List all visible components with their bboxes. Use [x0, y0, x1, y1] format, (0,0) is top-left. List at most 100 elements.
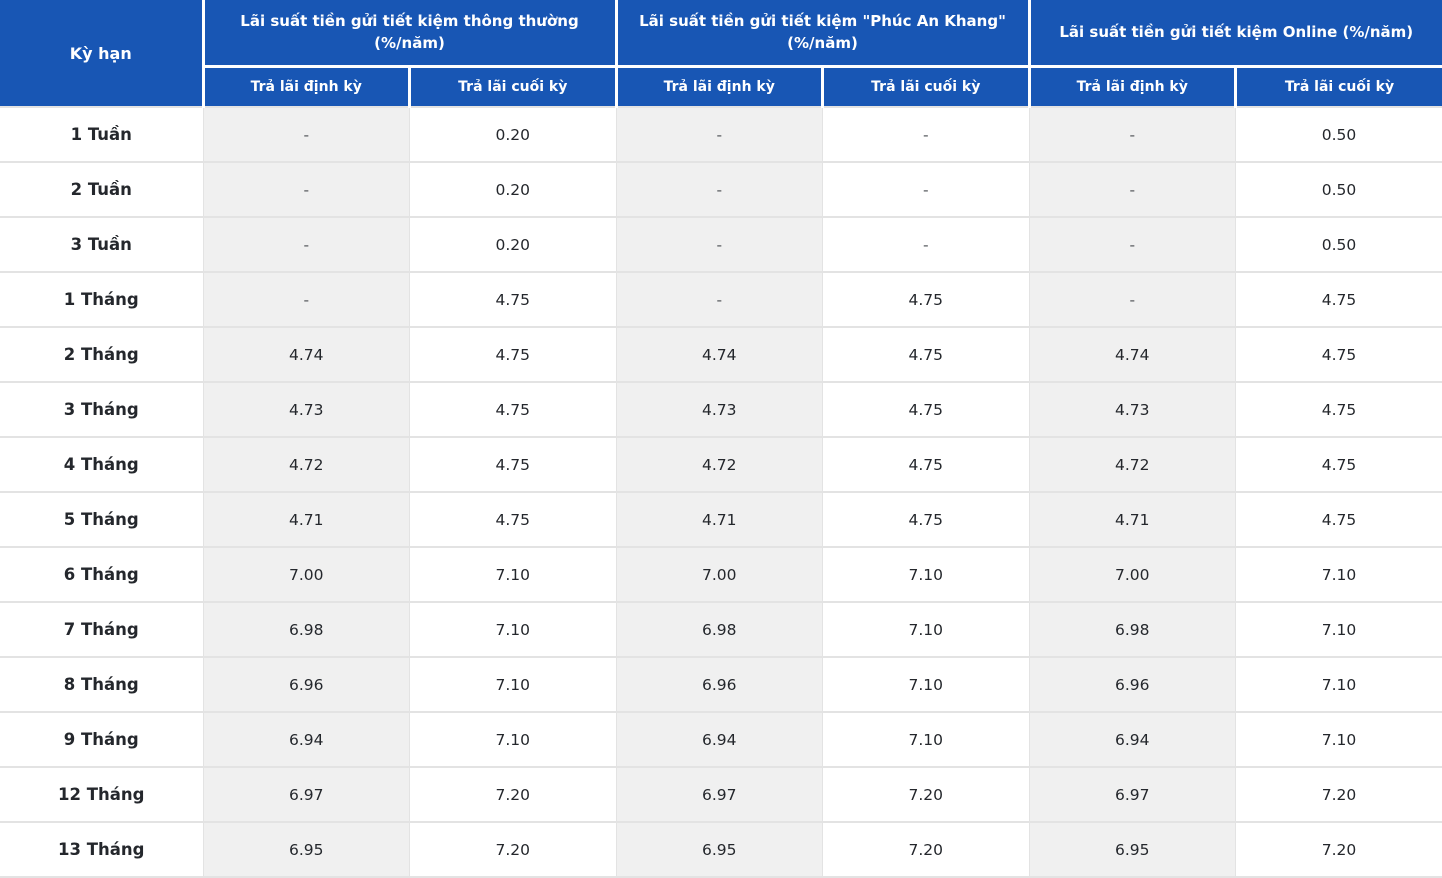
end-of-term-interest-cell: 4.75 — [1236, 492, 1442, 547]
end-of-term-interest-cell: 4.75 — [823, 382, 1030, 437]
periodic-interest-cell: 4.71 — [203, 492, 410, 547]
periodic-interest-cell: 6.96 — [1029, 657, 1236, 712]
term-cell: 5 Tháng — [0, 492, 203, 547]
end-of-term-interest-cell: 4.75 — [410, 272, 617, 327]
periodic-interest-cell: - — [203, 162, 410, 217]
periodic-interest-cell: 6.98 — [1029, 602, 1236, 657]
group-header-online-savings: Lãi suất tiền gửi tiết kiệm Online (%/nă… — [1029, 0, 1442, 66]
periodic-interest-cell: 6.97 — [203, 767, 410, 822]
periodic-interest-cell: 4.71 — [1029, 492, 1236, 547]
term-cell: 2 Tuần — [0, 162, 203, 217]
end-of-term-interest-cell: 7.10 — [823, 602, 1030, 657]
end-of-term-interest-cell: 7.10 — [410, 547, 617, 602]
term-cell: 1 Tuần — [0, 107, 203, 162]
periodic-interest-cell: 6.95 — [616, 822, 823, 877]
group-header-row: Kỳ hạn Lãi suất tiền gửi tiết kiệm thông… — [0, 0, 1442, 66]
end-of-term-interest-cell: 0.20 — [410, 217, 617, 272]
periodic-interest-cell: 6.94 — [203, 712, 410, 767]
periodic-interest-cell: 6.98 — [203, 602, 410, 657]
end-of-term-interest-cell: 4.75 — [823, 327, 1030, 382]
sub-header-periodic-interest: Trả lãi định kỳ — [616, 66, 823, 107]
term-cell: 3 Tuần — [0, 217, 203, 272]
table-row: 1 Tháng-4.75-4.75-4.75 — [0, 272, 1442, 327]
periodic-interest-cell: 7.00 — [616, 547, 823, 602]
periodic-interest-cell: - — [1029, 107, 1236, 162]
end-of-term-interest-cell: 7.20 — [410, 822, 617, 877]
end-of-term-interest-cell: 7.10 — [823, 712, 1030, 767]
end-of-term-interest-cell: 7.10 — [823, 547, 1030, 602]
end-of-term-interest-cell: 0.50 — [1236, 107, 1442, 162]
periodic-interest-cell: 4.71 — [616, 492, 823, 547]
table-header: Kỳ hạn Lãi suất tiền gửi tiết kiệm thông… — [0, 0, 1442, 107]
end-of-term-interest-cell: 0.20 — [410, 162, 617, 217]
end-of-term-interest-cell: 4.75 — [1236, 382, 1442, 437]
periodic-interest-cell: 7.00 — [203, 547, 410, 602]
periodic-interest-cell: - — [616, 107, 823, 162]
periodic-interest-cell: 4.74 — [616, 327, 823, 382]
periodic-interest-cell: 4.73 — [203, 382, 410, 437]
sub-header-periodic-interest: Trả lãi định kỳ — [203, 66, 410, 107]
periodic-interest-cell: - — [203, 272, 410, 327]
periodic-interest-cell: 4.74 — [203, 327, 410, 382]
periodic-interest-cell: 6.95 — [1029, 822, 1236, 877]
term-cell: 4 Tháng — [0, 437, 203, 492]
periodic-interest-cell: - — [203, 107, 410, 162]
table-row: 3 Tuần-0.20---0.50 — [0, 217, 1442, 272]
periodic-interest-cell: - — [616, 217, 823, 272]
end-of-term-interest-cell: 7.20 — [1236, 822, 1442, 877]
term-cell: 6 Tháng — [0, 547, 203, 602]
table-row: 2 Tuần-0.20---0.50 — [0, 162, 1442, 217]
end-of-term-interest-cell: 7.10 — [410, 712, 617, 767]
sub-header-periodic-interest: Trả lãi định kỳ — [1029, 66, 1236, 107]
end-of-term-interest-cell: 7.10 — [410, 657, 617, 712]
periodic-interest-cell: - — [616, 162, 823, 217]
end-of-term-interest-cell: 7.10 — [1236, 657, 1442, 712]
end-of-term-interest-cell: 0.50 — [1236, 217, 1442, 272]
end-of-term-interest-cell: 7.20 — [410, 767, 617, 822]
periodic-interest-cell: - — [1029, 217, 1236, 272]
periodic-interest-cell: - — [1029, 162, 1236, 217]
end-of-term-interest-cell: 7.10 — [410, 602, 617, 657]
group-header-phuc-an-khang-savings: Lãi suất tiền gửi tiết kiệm "Phúc An Kha… — [616, 0, 1029, 66]
periodic-interest-cell: - — [616, 272, 823, 327]
periodic-interest-cell: - — [203, 217, 410, 272]
end-of-term-interest-cell: 4.75 — [410, 492, 617, 547]
end-of-term-interest-cell: 4.75 — [823, 437, 1030, 492]
periodic-interest-cell: 4.72 — [616, 437, 823, 492]
periodic-interest-cell: 6.98 — [616, 602, 823, 657]
sub-header-end-of-term-interest: Trả lãi cuối kỳ — [1236, 66, 1442, 107]
end-of-term-interest-cell: 4.75 — [823, 272, 1030, 327]
end-of-term-interest-cell: 4.75 — [410, 437, 617, 492]
sub-header-end-of-term-interest: Trả lãi cuối kỳ — [823, 66, 1030, 107]
end-of-term-interest-cell: 4.75 — [1236, 272, 1442, 327]
end-of-term-interest-cell: 4.75 — [410, 382, 617, 437]
end-of-term-interest-cell: 7.20 — [823, 822, 1030, 877]
periodic-interest-cell: 6.94 — [1029, 712, 1236, 767]
periodic-interest-cell: 6.97 — [616, 767, 823, 822]
term-cell: 8 Tháng — [0, 657, 203, 712]
end-of-term-interest-cell: - — [823, 217, 1030, 272]
periodic-interest-cell: 6.94 — [616, 712, 823, 767]
periodic-interest-cell: 4.72 — [203, 437, 410, 492]
term-cell: 13 Tháng — [0, 822, 203, 877]
end-of-term-interest-cell: 7.20 — [823, 767, 1030, 822]
end-of-term-interest-cell: 7.10 — [823, 657, 1030, 712]
corner-header-term: Kỳ hạn — [0, 0, 203, 107]
term-cell: 9 Tháng — [0, 712, 203, 767]
term-cell: 2 Tháng — [0, 327, 203, 382]
periodic-interest-cell: 7.00 — [1029, 547, 1236, 602]
end-of-term-interest-cell: 0.20 — [410, 107, 617, 162]
end-of-term-interest-cell: 4.75 — [410, 327, 617, 382]
term-cell: 7 Tháng — [0, 602, 203, 657]
term-cell: 3 Tháng — [0, 382, 203, 437]
end-of-term-interest-cell: 7.20 — [1236, 767, 1442, 822]
